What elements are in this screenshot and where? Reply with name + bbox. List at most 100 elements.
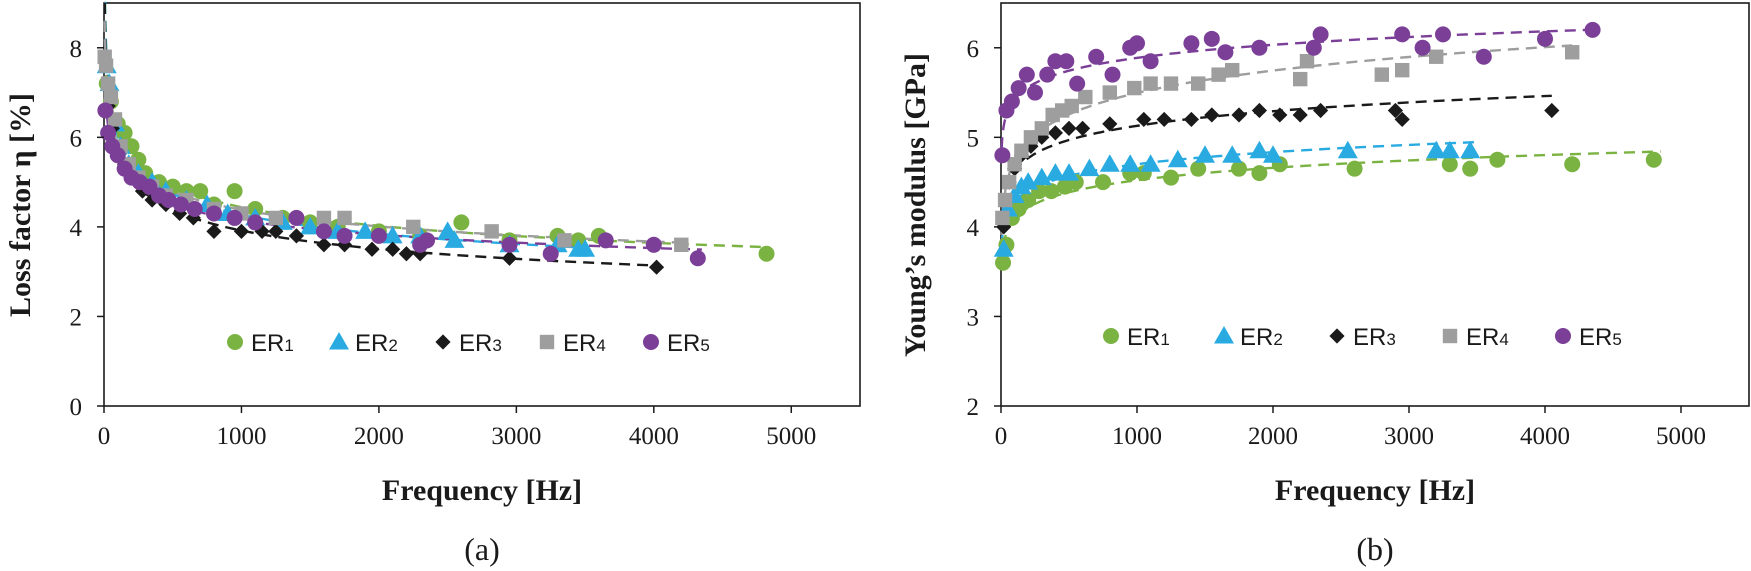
data-point-er5 <box>160 192 177 209</box>
data-point-er3 <box>206 223 222 239</box>
data-point-er4 <box>100 76 116 91</box>
data-point-er1 <box>995 254 1012 271</box>
data-point-er5 <box>288 209 305 226</box>
data-point-er5 <box>1039 66 1056 83</box>
data-point-er1 <box>453 214 470 231</box>
x-tick-label: 2000 <box>354 423 404 450</box>
legend-label-subscript: 5 <box>1612 330 1621 349</box>
panel-a-x-axis-label: Frequency [Hz] <box>382 474 582 507</box>
data-point-er2 <box>1263 145 1283 163</box>
data-point-er5 <box>1058 53 1075 70</box>
legend-label-subscript: 4 <box>1499 330 1508 349</box>
data-point-er4 <box>1429 49 1444 64</box>
data-point-er2 <box>1079 158 1100 177</box>
data-point-er5 <box>226 209 243 226</box>
data-point-er5 <box>1183 35 1200 52</box>
data-point-er4 <box>1102 85 1117 100</box>
data-point-er3 <box>501 250 518 266</box>
x-tick-label: 3000 <box>1384 423 1434 450</box>
data-point-er2 <box>1059 163 1079 181</box>
data-point-er4 <box>995 210 1010 226</box>
data-point-er4 <box>1143 76 1158 91</box>
panel-b-caption: (b) <box>1356 531 1393 567</box>
x-tick-label: 4000 <box>1520 423 1570 450</box>
data-point-er1 <box>1462 160 1479 177</box>
x-tick-label: 5000 <box>766 423 816 450</box>
data-point-er5 <box>1003 93 1020 110</box>
legend-label-text: ER <box>1353 324 1386 351</box>
panel-b-x-axis-label: Frequency [Hz] <box>1275 474 1475 507</box>
data-point-er5 <box>1305 39 1322 56</box>
data-point-er5 <box>205 205 222 222</box>
data-point-er2 <box>1439 140 1460 159</box>
data-point-er4 <box>1001 174 1017 190</box>
y-tick-label: 3 <box>967 304 980 331</box>
data-point-er1 <box>1043 183 1060 200</box>
data-point-er1 <box>1346 160 1363 177</box>
data-point-er1 <box>1020 192 1037 209</box>
legend-marker-er2 <box>1214 326 1234 344</box>
legend-marker-er5 <box>643 334 659 350</box>
data-point-er5 <box>542 245 559 262</box>
data-point-er2 <box>575 239 596 257</box>
data-point-er3 <box>1075 120 1091 136</box>
x-tick-label: 1000 <box>1112 423 1162 450</box>
data-point-er4 <box>98 58 114 73</box>
x-tick-label: 4000 <box>629 423 679 450</box>
data-point-er3 <box>268 223 284 239</box>
data-point-er5 <box>1142 53 1159 70</box>
data-point-er4 <box>337 210 352 226</box>
data-point-er5 <box>1435 26 1451 43</box>
data-point-er3 <box>233 223 250 239</box>
data-point-er5 <box>1584 21 1601 38</box>
data-point-er2 <box>382 225 403 244</box>
panel-b-x-ticks: 0 1000 2000 3000 4000 5000 <box>995 406 1706 450</box>
data-point-er1 <box>758 245 775 262</box>
x-tick-label: 2000 <box>1248 423 1298 450</box>
x-tick-label: 1000 <box>216 423 266 450</box>
data-point-er2 <box>1045 163 1066 181</box>
data-point-er5 <box>1537 30 1553 47</box>
legend-marker-er3 <box>1329 328 1345 344</box>
data-point-er4 <box>557 233 572 248</box>
legend-label-subscript: 4 <box>596 336 605 355</box>
legend-marker-er3 <box>435 334 451 350</box>
y-tick-label: 8 <box>70 36 83 63</box>
data-point-er5 <box>1010 80 1027 97</box>
data-point-er3 <box>1204 107 1220 123</box>
legend-label-er2: ER2 <box>1240 324 1283 351</box>
panel-b-legend: ER1 ER2 ER3 ER4 ER5 <box>1103 324 1622 351</box>
legend-label-er3: ER3 <box>1353 324 1396 351</box>
data-point-er3 <box>648 259 665 275</box>
data-point-er5 <box>1312 26 1329 43</box>
data-point-er5 <box>501 236 518 253</box>
panel-a-y-axis-label: Loss factor η [%] <box>4 93 37 317</box>
data-point-er5 <box>97 102 114 119</box>
data-point-er1 <box>1231 160 1247 177</box>
legend-label-text: ER <box>355 330 388 357</box>
data-point-er4 <box>1191 76 1206 91</box>
data-point-er5 <box>1217 44 1234 61</box>
data-point-er3 <box>398 246 414 262</box>
legend-label-text: ER <box>251 330 284 357</box>
data-point-er5 <box>1104 66 1121 83</box>
panel-b: 0 1000 2000 3000 4000 5000 2 3 4 5 6 Frequency [H… <box>899 2 1750 567</box>
legend-label-er1: ER1 <box>251 330 294 357</box>
data-point-er1 <box>1441 156 1458 173</box>
data-point-er4 <box>107 112 123 127</box>
data-point-er1 <box>226 183 243 200</box>
panel-b-y-ticks: 2 3 4 5 6 <box>967 36 1001 421</box>
data-point-er3 <box>1136 111 1152 128</box>
data-point-er3 <box>1313 102 1329 119</box>
data-point-er1 <box>1645 151 1662 168</box>
data-point-er5 <box>186 200 203 217</box>
data-point-er3 <box>1156 111 1172 128</box>
panel-a: 0 1000 2000 3000 4000 5000 0 2 4 6 8 Frequency [H… <box>4 1 861 567</box>
data-point-er4 <box>1034 121 1049 136</box>
data-point-er4 <box>1395 62 1410 78</box>
data-point-er3 <box>1061 120 1077 136</box>
x-tick-label: 0 <box>98 423 111 450</box>
legend-label-subscript: 2 <box>1273 330 1282 349</box>
legend-label-er2: ER2 <box>355 330 398 357</box>
y-tick-label: 4 <box>70 215 83 242</box>
